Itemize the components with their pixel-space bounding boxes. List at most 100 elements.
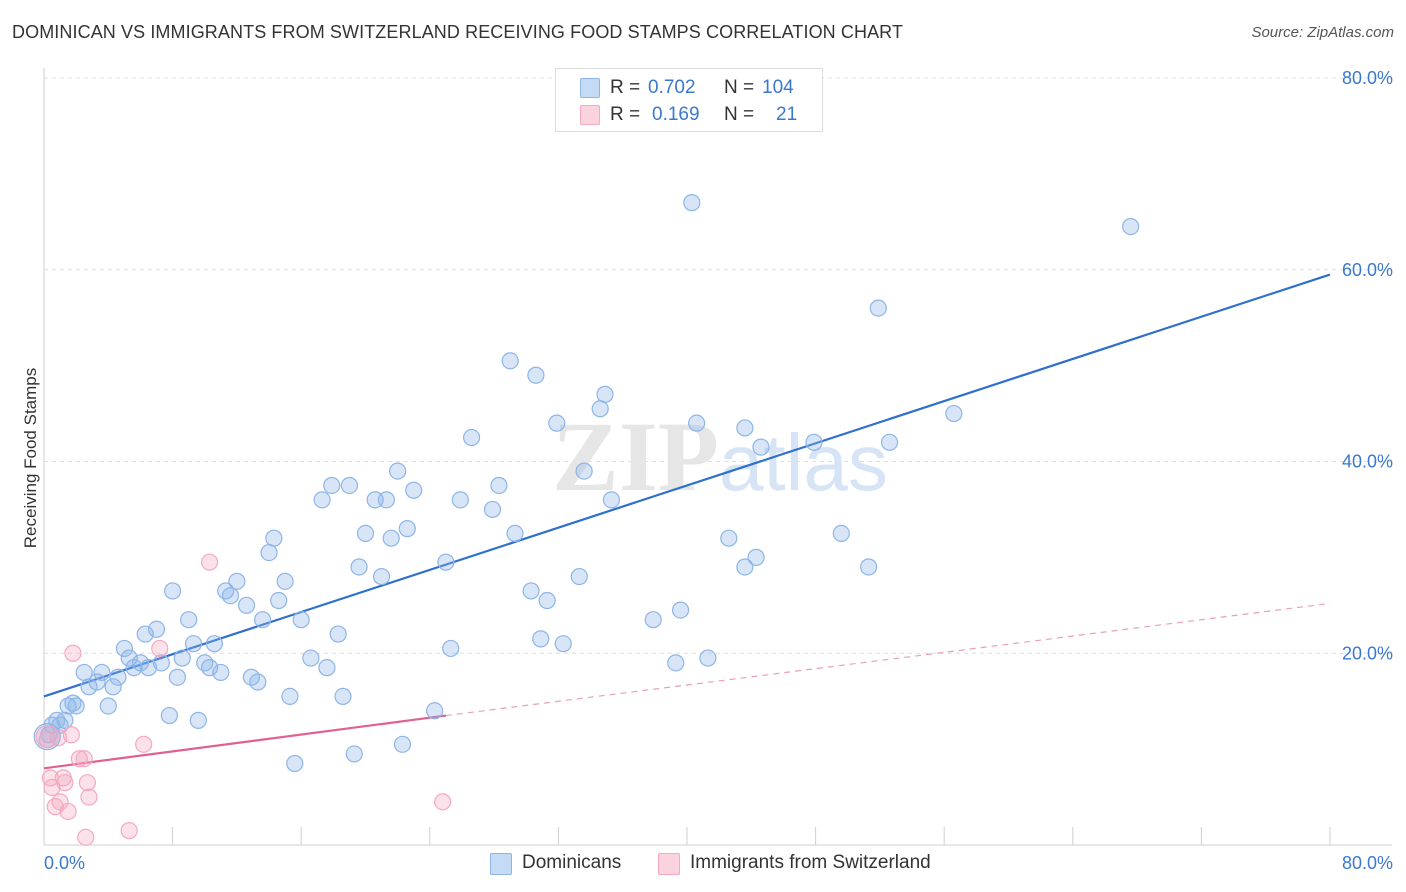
legend-n-label: N = — [724, 77, 755, 98]
dominican-point — [860, 558, 878, 576]
dominican-point — [736, 558, 754, 576]
dominican-point — [205, 635, 223, 653]
switzerland-point — [77, 828, 95, 846]
dominican-point — [548, 414, 566, 432]
dominican-point — [249, 673, 267, 691]
dominican-point — [671, 601, 690, 619]
legend-series-label: Dominicans — [522, 852, 622, 873]
dominican-point — [147, 620, 166, 638]
y-tick-label: 40.0% — [1342, 452, 1393, 472]
watermark: ZIPatlas — [552, 401, 888, 512]
dominican-point — [56, 711, 74, 729]
dominican-point — [228, 572, 246, 590]
dominican-point — [33, 723, 61, 751]
dominican-point — [747, 548, 765, 566]
dominican-point — [699, 649, 717, 667]
dominican-point — [196, 654, 214, 672]
dominican-point — [115, 639, 133, 658]
dominican-point — [805, 433, 823, 451]
dominican-point — [570, 567, 588, 586]
dominican-point — [173, 649, 191, 667]
dominican-point — [80, 678, 98, 696]
dominican-point — [442, 639, 460, 658]
switzerland-trend-extension — [445, 602, 1331, 717]
switzerland-point — [64, 644, 82, 662]
legend-swatch-pink — [580, 105, 600, 125]
stats-legend: R = 0.702 N = 104 R = 0.169 N = 21 — [555, 68, 823, 132]
dominican-point — [398, 520, 416, 538]
dominican-point — [136, 625, 154, 643]
dominican-point — [880, 433, 899, 451]
dominican-point — [168, 668, 187, 686]
dominican-point — [345, 745, 363, 763]
dominican-point — [212, 663, 230, 682]
chart-source: Source: ZipAtlas.com — [1251, 24, 1394, 41]
legend-r-value: 0.169 — [652, 104, 700, 125]
x-tick-label: 0.0% — [44, 853, 85, 873]
dominican-point — [501, 352, 519, 370]
dominican-point — [217, 582, 235, 600]
dominican-point — [832, 524, 850, 543]
switzerland-point — [135, 735, 153, 753]
y-tick-label: 20.0% — [1342, 643, 1393, 663]
dominican-point — [270, 591, 288, 610]
axis-layer: 20.0% 40.0% 60.0% 80.0% 0.0% 80.0% — [43, 68, 1393, 873]
legend-n-label: N = — [724, 104, 755, 125]
dominican-point — [372, 567, 391, 586]
dominican-point — [180, 611, 198, 629]
dominican-point — [490, 476, 508, 495]
dominican-point — [350, 558, 368, 576]
dominican-point — [538, 591, 556, 610]
dominican-point — [120, 649, 138, 667]
dominican-point — [184, 635, 203, 653]
dominican-point — [334, 687, 352, 705]
switzerland-point — [120, 822, 138, 840]
dominican-point — [522, 582, 540, 600]
dominican-point — [1122, 218, 1140, 236]
dominican-point — [451, 491, 469, 509]
switzerland-point — [56, 774, 74, 792]
x-tick-label: 80.0% — [1342, 853, 1393, 873]
dominican-point — [302, 649, 320, 667]
dominican-point — [752, 438, 770, 456]
switzerland-point — [78, 774, 97, 792]
dominican-point — [276, 572, 294, 590]
dominican-point — [644, 611, 662, 629]
dominican-point — [591, 400, 609, 418]
dominican-point — [602, 491, 621, 509]
legend-n-value: 21 — [776, 104, 798, 125]
dominican-point — [869, 299, 887, 317]
switzerland-point — [35, 725, 59, 749]
dominican-point — [221, 587, 240, 605]
switzerland-point — [43, 778, 61, 797]
switzerland-point — [70, 750, 88, 768]
dominican-point — [667, 654, 685, 672]
dominican-point — [405, 481, 423, 499]
switzerland-point — [200, 553, 219, 571]
dominican-point — [683, 194, 701, 212]
dominican-point — [426, 702, 444, 720]
legend-swatch-blue — [580, 78, 600, 98]
dominican-point — [318, 659, 336, 677]
dominican-point — [160, 706, 178, 725]
dominican-point — [437, 553, 455, 571]
dominican-point — [313, 491, 331, 509]
dominican-point — [189, 711, 207, 729]
dominican-point — [64, 694, 82, 712]
dominican-point — [286, 754, 304, 773]
switzerland-point — [80, 788, 98, 806]
legend-swatch-pink — [658, 853, 680, 875]
grid-layer — [44, 77, 1392, 654]
switzerland-point — [59, 802, 77, 821]
dominican-point — [329, 625, 347, 643]
dominican-point — [389, 462, 407, 480]
y-tick-label: 80.0% — [1342, 68, 1393, 88]
dominican-point — [575, 462, 593, 480]
dominican-point — [554, 635, 572, 653]
dominican-point — [164, 582, 182, 600]
legend-r-value: 0.702 — [648, 77, 696, 98]
dominican-point — [260, 543, 278, 562]
y-axis-label: Receiving Food Stamps — [21, 368, 40, 548]
dominican-point — [109, 668, 127, 686]
dominican-point — [237, 596, 256, 614]
